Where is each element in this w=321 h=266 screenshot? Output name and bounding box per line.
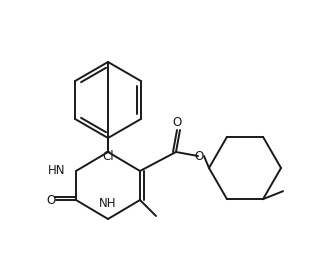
Text: NH: NH (99, 197, 117, 210)
Text: O: O (46, 193, 56, 206)
Text: O: O (195, 149, 204, 163)
Text: Cl: Cl (102, 151, 114, 164)
Text: O: O (172, 116, 182, 129)
Text: HN: HN (48, 164, 65, 177)
